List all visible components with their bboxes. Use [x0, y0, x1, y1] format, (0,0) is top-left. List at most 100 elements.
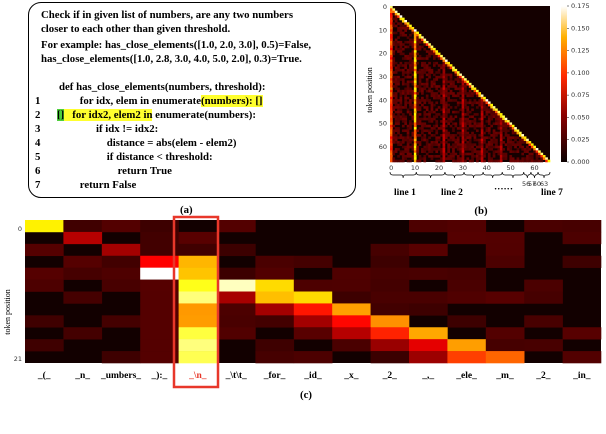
heatmap-b-cell [526, 150, 529, 153]
caption-a: (a) [180, 204, 193, 216]
heatmap-b-cell [416, 108, 419, 112]
heatmap-b-cell [404, 57, 408, 60]
heatmap-b-cell [397, 120, 400, 123]
heatmap-b-cell [421, 68, 424, 72]
heatmap-b-cell [425, 66, 429, 70]
heatmap-b-cell [473, 87, 477, 91]
heatmap-b-cell [413, 52, 417, 56]
heatmap-b-cell [428, 120, 431, 123]
colorbar-tick-label: 0.150 [571, 24, 590, 32]
heatmap-b-cell [440, 54, 443, 58]
heatmap-b-cell [521, 148, 525, 151]
heatmap-b-cell [478, 122, 482, 126]
heatmap-b-cell [399, 68, 403, 72]
heatmap-b-cell [478, 124, 482, 128]
heatmap-b-cell [518, 141, 522, 144]
heatmap-b-cell [459, 152, 462, 156]
heatmap-b-cell [432, 57, 436, 60]
heatmap-b-cell [466, 80, 470, 84]
heatmap-b-cell [490, 103, 493, 107]
heatmap-b-cell [413, 33, 417, 37]
heatmap-b-cell [535, 157, 539, 160]
heatmap-c-cell [332, 339, 371, 352]
heatmap-b-cell [452, 94, 455, 98]
heatmap-b-cell [390, 127, 393, 130]
heatmap-b-cell [413, 40, 417, 44]
heatmap-c-cell [370, 255, 410, 268]
heatmap-b-cell [456, 136, 460, 140]
heatmap-b-cell [461, 75, 465, 79]
heatmap-b-cell [435, 124, 439, 128]
heatmap-b-cell [390, 150, 393, 153]
heatmap-c-cell [409, 243, 448, 257]
heatmap-b-cell [428, 71, 431, 74]
heatmap-b-cell [394, 12, 398, 16]
heatmap-b-cell [442, 134, 446, 137]
heatmap-c-cell [101, 351, 141, 364]
heatmap-b-cell [452, 122, 455, 126]
heatmap-b-cell [401, 80, 405, 84]
heatmap-b-cell [401, 78, 405, 81]
heatmap-b-cell [528, 157, 532, 160]
heatmap-b-cell [416, 120, 419, 123]
heatmap-b-cell [430, 45, 434, 49]
heatmap-b-cell [444, 108, 448, 112]
heatmap-b-cell [421, 36, 424, 39]
heatmap-b-cell [411, 138, 415, 142]
heatmap-b-cell [475, 122, 479, 126]
heatmap-b-cell [394, 106, 398, 109]
heatmap-b-cell [425, 78, 429, 81]
heatmap-b-cell [533, 150, 536, 153]
heatmap-b-cell [444, 92, 448, 95]
heatmap-b-cell [401, 113, 405, 116]
heatmap-b-cell [452, 80, 455, 84]
heatmap-b-cell [406, 75, 410, 79]
heatmap-b-cell [406, 73, 410, 77]
heatmap-b-cell [411, 148, 415, 151]
heatmap-b-cell [464, 106, 467, 109]
heatmap-b-cell [454, 87, 458, 91]
heatmap-b-cell [401, 26, 405, 30]
heatmap-b-cell [502, 124, 505, 128]
heatmap-b-cell [435, 75, 439, 79]
heatmap-b-cell [545, 159, 548, 163]
heatmap-b-cell [483, 136, 486, 140]
heatmap-b-cell [459, 80, 462, 84]
heatmap-b-cell [392, 50, 396, 53]
heatmap-b-cell [461, 127, 465, 130]
heatmap-b-cell [397, 66, 400, 70]
heatmap-c-cell [140, 315, 179, 328]
heatmap-b-cell [416, 38, 419, 42]
line-number: 3 [35, 123, 41, 135]
heatmap-b-cell [511, 131, 515, 135]
heatmap-b-cell [487, 127, 491, 130]
heatmap-b-cell [399, 43, 403, 46]
heatmap-b-cell [394, 127, 398, 130]
heatmap-b-cell [540, 155, 544, 158]
colorbar-tick-label: 0.075 [571, 91, 590, 99]
heatmap-b-cell [468, 145, 472, 149]
heatmap-b-cell [497, 152, 501, 156]
heatmap-b-cell [495, 145, 498, 149]
heatmap-b-cell [390, 148, 393, 151]
heatmap-b-cell [514, 138, 517, 142]
heatmap-b-cell [404, 71, 408, 74]
heatmap-b-cell [421, 117, 424, 121]
heatmap-b-cell [464, 152, 467, 156]
heatmap-b-cell [459, 131, 462, 135]
heatmap-b-cell [413, 117, 417, 121]
heatmap-b-cell [435, 155, 439, 158]
heatmap-b-cell [447, 94, 450, 98]
heatmap-b-cell [449, 145, 453, 149]
heatmap-b-cell [499, 134, 503, 137]
heatmap-b-cell [397, 75, 400, 79]
heatmap-b-cell [428, 131, 431, 135]
heatmap-b-cell [390, 68, 393, 72]
colorbar-tick-label: 0.125 [571, 47, 590, 55]
heatmap-b-cell [440, 64, 443, 67]
heatmap-c-cell [370, 327, 410, 340]
heatmap-b-cell [390, 92, 393, 95]
heatmap-b-cell [397, 117, 400, 121]
heatmap-b-cell [409, 122, 412, 126]
heatmap-b-cell [406, 57, 410, 60]
